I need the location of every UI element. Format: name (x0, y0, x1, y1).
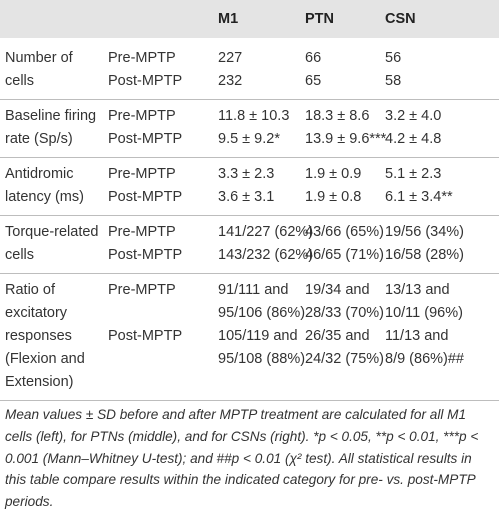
cell-value: 6.1 ± 3.4** (385, 189, 453, 205)
cell-value: 3.2 ± 4.0 (385, 108, 442, 124)
cell-value: 3.6 ± 3.1 (218, 189, 275, 205)
row-label: Ratio of (5, 282, 55, 298)
phase-label: Pre-MPTP (108, 50, 176, 66)
row-label: excitatory (5, 305, 68, 321)
row-label: latency (ms) (5, 189, 84, 205)
cell-value: 56 (385, 50, 402, 66)
row-label: (Flexion and (5, 351, 85, 367)
column-header: CSN (385, 11, 416, 27)
row-label: Torque-related (5, 224, 99, 240)
phase-label: Post-MPTP (108, 189, 183, 205)
row-divider (0, 273, 499, 274)
row-divider (0, 215, 499, 216)
phase-label: Pre-MPTP (108, 166, 176, 182)
cell-value: 232 (218, 73, 243, 89)
column-header: M1 (218, 11, 239, 27)
phase-label: Pre-MPTP (108, 224, 176, 240)
cell-value: 58 (385, 73, 402, 89)
cell-value: 13.9 ± 9.6*** (305, 131, 387, 147)
row-divider (0, 157, 499, 158)
cell-value: 1.9 ± 0.8 (305, 189, 362, 205)
row-label: Extension) (5, 374, 74, 390)
phase-label: Post-MPTP (108, 328, 183, 344)
phase-label: Post-MPTP (108, 131, 183, 147)
cell-value: 95/108 (88%) (218, 351, 306, 367)
cell-value: 24/32 (75%) (305, 351, 384, 367)
cell-value: 105/119 and (218, 328, 298, 344)
phase-label: Post-MPTP (108, 73, 183, 89)
cell-value: 46/65 (71%) (305, 247, 384, 263)
cell-value: 13/13 and (385, 282, 450, 298)
cell-value: 95/106 (86%) (218, 305, 306, 321)
cell-value: 65 (305, 73, 322, 89)
phase-label: Pre-MPTP (108, 282, 176, 298)
footnote: Mean values ± SD before and after MPTP t… (5, 407, 479, 510)
cell-value: 11.8 ± 10.3 (218, 108, 290, 124)
cell-value: 227 (218, 50, 243, 66)
row-label: rate (Sp/s) (5, 131, 73, 147)
cell-value: 19/56 (34%) (385, 224, 464, 240)
cell-value: 43/66 (65%) (305, 224, 384, 240)
cell-value: 4.2 ± 4.8 (385, 131, 442, 147)
cell-value: 141/227 (62%) (218, 224, 314, 240)
row-divider (0, 99, 499, 100)
cell-value: 5.1 ± 2.3 (385, 166, 442, 182)
phase-label: Pre-MPTP (108, 108, 176, 124)
row-divider (0, 400, 499, 401)
row-label: Antidromic (5, 166, 74, 182)
column-header: PTN (305, 11, 334, 27)
header-background (0, 0, 499, 38)
row-label: responses (5, 328, 72, 344)
cell-value: 8/9 (86%)## (385, 351, 464, 367)
cell-value: 66 (305, 50, 322, 66)
phase-label: Post-MPTP (108, 247, 183, 263)
row-label: Number of (5, 50, 73, 66)
cell-value: 19/34 and (305, 282, 370, 298)
cell-value: 91/111 and (218, 282, 289, 298)
row-label: cells (5, 247, 35, 263)
cell-value: 26/35 and (305, 328, 370, 344)
row-label: Baseline firing (5, 108, 97, 124)
cell-value: 11/13 and (385, 328, 449, 344)
row-label: cells (5, 73, 35, 89)
cell-value: 18.3 ± 8.6 (305, 108, 370, 124)
cell-value: 3.3 ± 2.3 (218, 166, 275, 182)
cell-value: 16/58 (28%) (385, 247, 464, 263)
cell-value: 1.9 ± 0.9 (305, 166, 362, 182)
cell-value: 28/33 (70%) (305, 305, 384, 321)
cell-value: 10/11 (96%) (385, 305, 463, 321)
cell-value: 143/232 (62%) (218, 247, 314, 263)
cell-value: 9.5 ± 9.2* (218, 131, 280, 147)
